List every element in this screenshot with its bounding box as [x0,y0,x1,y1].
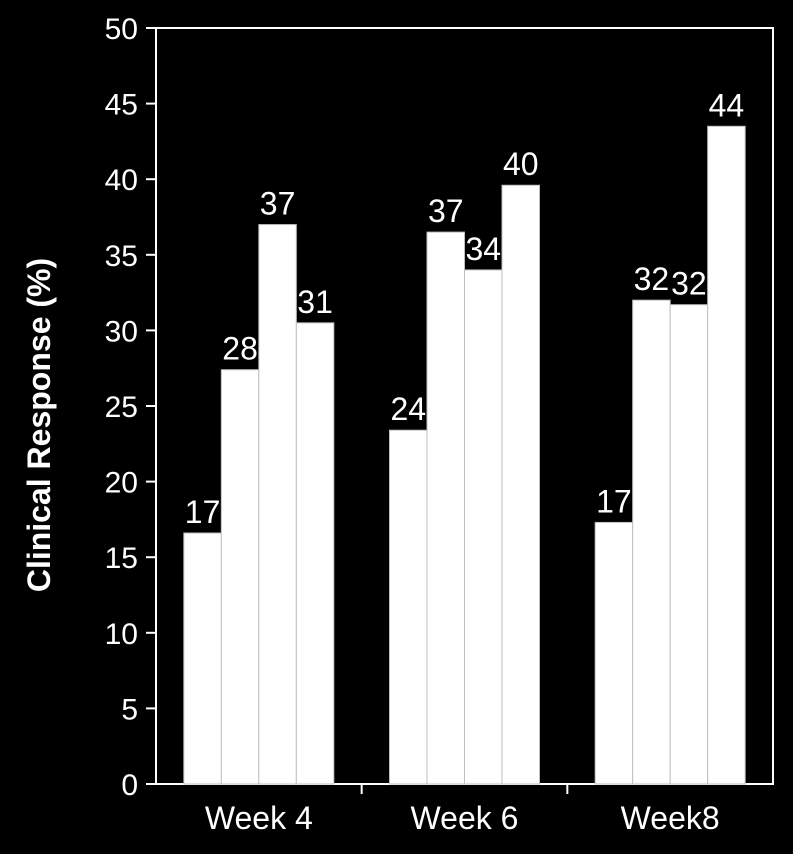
data-label: 31 [297,284,333,320]
y-tick-label: 35 [105,240,138,273]
y-tick-label: 25 [105,391,138,424]
data-label: 44 [709,87,745,123]
bar-week-3-series-1 [594,521,634,785]
data-label: 17 [596,483,632,519]
data-label: 32 [634,261,670,297]
y-axis-label: Clinical Response (%) [21,258,57,592]
y-tick-label: 15 [105,542,138,575]
bar-week-3-series-2 [632,299,671,785]
bar-week-2-series-3 [464,269,503,785]
data-label: 34 [465,231,501,267]
data-label: 37 [260,186,296,222]
bars [183,125,746,785]
y-axis-ticks: 0 5 10 15 20 25 30 35 40 45 50 [105,13,156,802]
data-label: 40 [503,146,539,182]
bar-week-2-series-1 [389,429,428,785]
y-tick-label: 30 [105,315,138,348]
y-tick-label: 50 [105,13,138,46]
bar-week-1-series-4 [295,322,335,785]
y-tick-label: 20 [105,467,138,500]
y-tick-label: 5 [121,693,138,726]
y-tick-label: 45 [105,89,138,122]
bar-week-1-series-3 [258,224,297,785]
y-tick-label: 40 [105,164,138,197]
bar-week-1-series-2 [220,369,260,785]
bar-week-2-series-4 [501,184,540,785]
data-label: 28 [222,331,258,367]
data-label: 32 [671,266,707,302]
bar-week-1-series-1 [183,532,222,785]
x-category-label: Week8 [621,800,720,836]
bar-week-2-series-2 [426,231,465,785]
x-category-label: Week 4 [205,800,313,836]
y-tick-label: 0 [121,769,138,802]
data-label: 37 [428,193,464,229]
x-category-label: Week 6 [411,800,519,836]
data-label: 24 [390,391,426,427]
data-label: 17 [185,494,221,530]
y-tick-label: 10 [105,618,138,651]
bar-week-3-series-4 [707,125,746,785]
x-axis-category-labels: Week 4 Week 6 Week8 [205,784,720,836]
bar-week-3-series-3 [669,304,709,785]
